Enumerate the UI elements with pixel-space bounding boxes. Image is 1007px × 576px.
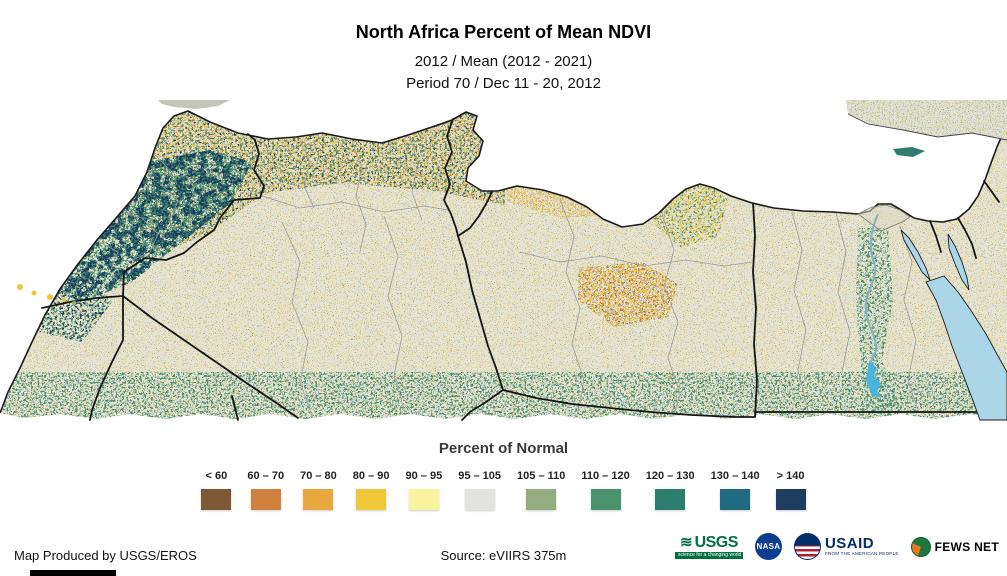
fewsnet-logo: FEWS NET: [910, 536, 999, 557]
legend-class-label: 70 – 80: [300, 470, 337, 482]
legend-class: 105 – 110: [517, 470, 565, 510]
admin-boundaries: [95, 135, 919, 417]
legend-swatch: [655, 489, 686, 510]
canary-islands: [17, 284, 76, 305]
legend-swatch: [356, 489, 387, 510]
map-subtitle-period: 2012 / Mean (2012 - 2021): [414, 53, 593, 70]
usaid-tagline: FROM THE AMERICAN PEOPLE: [824, 551, 899, 557]
country-borders: [41, 118, 1003, 421]
legend-class: 80 – 90: [353, 470, 390, 510]
legend-title: Percent of Normal: [438, 440, 569, 457]
legend-class: 95 – 105: [458, 470, 501, 510]
usgs-wave-icon: ≋: [679, 534, 693, 551]
legend-class: < 60: [201, 470, 232, 510]
usaid-seal-icon: [793, 533, 821, 560]
legend-swatch: [590, 489, 621, 510]
legend-scale: < 60 60 – 70 70 – 80 80 – 90 90 – 95 95 – 105…: [0, 470, 1007, 510]
legend-class: 90 – 95: [405, 470, 443, 510]
scale-bar: [30, 570, 116, 576]
usaid-logo: USAID FROM THE AMERICAN PEOPLE: [793, 533, 899, 560]
usgs-tagline: science for a changing world: [674, 551, 743, 559]
fewsnet-globe-icon: [910, 536, 931, 557]
legend-class-label: < 60: [205, 470, 228, 482]
map-title: North Africa Percent of Mean NDVI: [355, 22, 652, 42]
nile-river: [864, 213, 879, 363]
legend-class: 110 – 120: [581, 470, 630, 510]
legend-class-label: 130 – 140: [710, 470, 760, 482]
legend-class-label: 110 – 120: [581, 470, 630, 482]
anatolia-strip: [846, 100, 1007, 140]
usaid-wordmark: USAID: [824, 535, 875, 553]
map-header: North Africa Percent of Mean NDVI 2012 /…: [0, 22, 1007, 92]
credit-text: Map Produced by USGS/EROS: [14, 548, 197, 563]
legend-class: 120 – 130: [646, 470, 695, 510]
legend-swatch: [250, 489, 281, 510]
legend-swatch: [303, 489, 334, 510]
land-ndvi-raster: [0, 111, 1007, 419]
usgs-logo: ≋ USGS science for a changing world: [674, 533, 743, 559]
legend-class: 70 – 80: [300, 470, 337, 510]
red-sea: [900, 229, 1007, 421]
legend-swatch: [408, 489, 439, 510]
nile-delta: [857, 204, 911, 232]
legend: Percent of Normal < 60 60 – 70 70 – 80 80 –…: [0, 440, 1007, 510]
legend-class-label: 105 – 110: [517, 470, 566, 482]
legend-class-label: 90 – 95: [405, 470, 443, 482]
map-subtitle-dates: Period 70 / Dec 11 - 20, 2012: [406, 75, 601, 92]
legend-class: 130 – 140: [711, 470, 760, 510]
legend-class: > 140: [775, 470, 806, 510]
legend-class-label: 120 – 130: [645, 470, 695, 482]
iberia-sliver: [158, 100, 230, 109]
coastline: [0, 110, 1007, 414]
nasa-wordmark: NASA: [756, 542, 781, 551]
legend-class-label: 60 – 70: [247, 470, 285, 482]
legend-class-label: > 140: [776, 470, 805, 482]
legend-class-label: 80 – 90: [352, 470, 390, 482]
legend-swatch: [720, 489, 751, 510]
source-text: Source: eVIIRS 375m: [440, 548, 567, 563]
usgs-wordmark: USGS: [694, 533, 739, 551]
legend-class-label: 95 – 105: [458, 470, 502, 482]
partner-logos: ≋ USGS science for a changing world NASA…: [668, 533, 999, 560]
anatolia-coast: [847, 113, 1007, 141]
legend-swatch: [201, 489, 232, 510]
legend-swatch: [526, 489, 557, 510]
fewsnet-wordmark: FEWS NET: [934, 539, 999, 554]
nasa-logo: NASA: [754, 533, 782, 560]
cyprus-island: [893, 147, 925, 157]
lake-nasser: [866, 360, 884, 398]
legend-swatch: [464, 489, 495, 510]
legend-swatch: [775, 489, 806, 510]
legend-class: 60 – 70: [247, 470, 284, 510]
